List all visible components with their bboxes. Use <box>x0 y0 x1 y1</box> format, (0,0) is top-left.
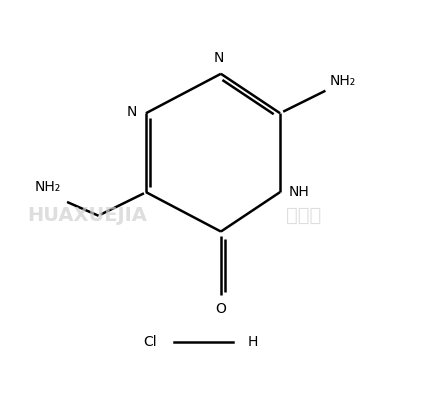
Text: NH₂: NH₂ <box>35 180 61 194</box>
Text: NH₂: NH₂ <box>329 74 356 88</box>
Text: O: O <box>216 302 226 316</box>
Text: Cl: Cl <box>143 335 157 349</box>
Text: 化学加: 化学加 <box>286 206 321 225</box>
Text: H: H <box>247 335 258 349</box>
Text: HUAXUEJIA: HUAXUEJIA <box>27 206 147 225</box>
Text: NH: NH <box>289 185 309 199</box>
Text: N: N <box>127 106 137 120</box>
Text: N: N <box>214 51 224 65</box>
